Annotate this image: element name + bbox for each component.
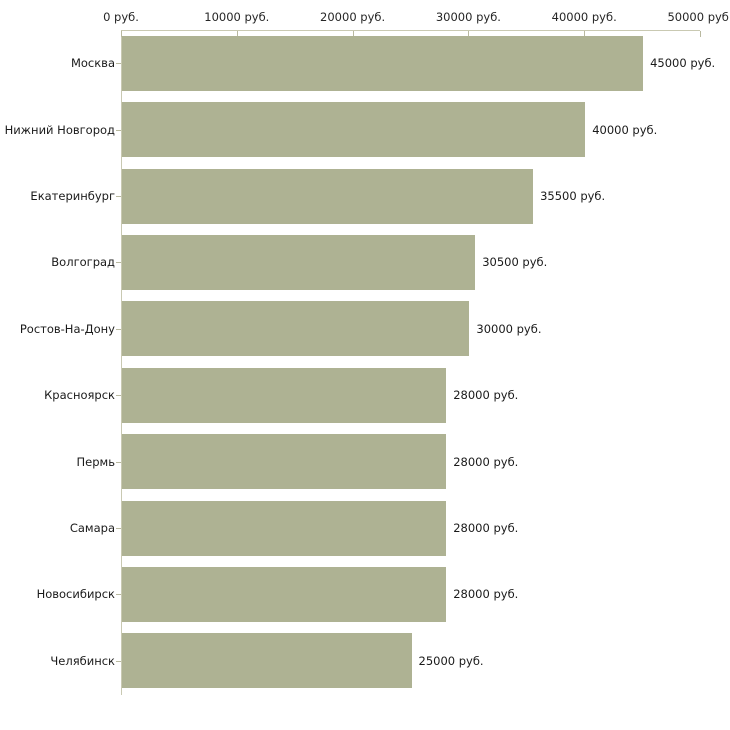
category-label: Нижний Новгород [4, 122, 115, 137]
y-axis-tick [116, 528, 121, 529]
category-label: Пермь [76, 454, 115, 469]
bar[interactable] [122, 35, 644, 91]
bar[interactable] [122, 633, 412, 689]
x-axis-tick-label: 50000 руб. [667, 10, 730, 24]
category-label: Новосибирск [36, 587, 115, 602]
y-axis-tick [116, 661, 121, 662]
category-label: Самара [69, 521, 115, 535]
x-axis-tick-label: 10000 руб. [204, 10, 270, 24]
x-axis-tick-label: 20000 руб. [320, 10, 386, 24]
category-label: Волгоград [51, 255, 115, 270]
category-label: Москва [70, 56, 115, 71]
x-axis-tick-label: 30000 руб. [435, 10, 501, 24]
y-axis-tick [116, 262, 121, 263]
x-axis-tick [121, 31, 122, 37]
bar-value-label: 28000 руб. [453, 454, 519, 469]
bar[interactable] [122, 301, 470, 357]
y-axis-tick [116, 196, 121, 197]
x-axis-tick [468, 31, 470, 37]
y-axis-tick [116, 395, 121, 396]
bar[interactable] [122, 234, 476, 290]
y-axis-tick [116, 329, 121, 330]
x-axis-tick [352, 31, 354, 37]
y-axis-line [121, 30, 122, 695]
x-axis-tick [584, 31, 586, 37]
bar[interactable] [122, 102, 586, 158]
category-label: Екатеринбург [30, 189, 115, 203]
y-axis-tick [116, 594, 121, 595]
x-axis-tick-label: 40000 руб. [551, 10, 617, 24]
x-axis-tick-label: 0 руб. [103, 10, 139, 24]
bar-value-label: 30500 руб. [482, 255, 548, 270]
y-axis-tick [116, 130, 121, 131]
bar[interactable] [122, 367, 447, 423]
category-label: Челябинск [50, 653, 115, 668]
bar-value-label: 28000 руб. [453, 587, 519, 602]
bar-value-label: 28000 руб. [453, 521, 519, 535]
category-label: Ростов-На-Дону [19, 321, 115, 336]
bar-value-label: 30000 руб. [476, 321, 542, 336]
bar-value-label: 28000 руб. [453, 388, 519, 403]
x-axis-tick [236, 31, 238, 37]
bar[interactable] [122, 434, 447, 490]
y-axis-tick [116, 63, 121, 64]
bar-value-label: 45000 руб. [650, 56, 716, 71]
bar[interactable] [122, 566, 447, 622]
x-axis-line [121, 30, 700, 31]
bar-value-label: 40000 руб. [592, 122, 658, 137]
bar[interactable] [122, 500, 447, 556]
y-axis-tick [116, 462, 121, 463]
bar[interactable] [122, 168, 534, 224]
x-axis-tick [700, 31, 701, 37]
bar-value-label: 25000 руб. [418, 653, 484, 668]
category-label: Красноярск [44, 388, 115, 403]
bar-value-label: 35500 руб. [540, 189, 606, 203]
